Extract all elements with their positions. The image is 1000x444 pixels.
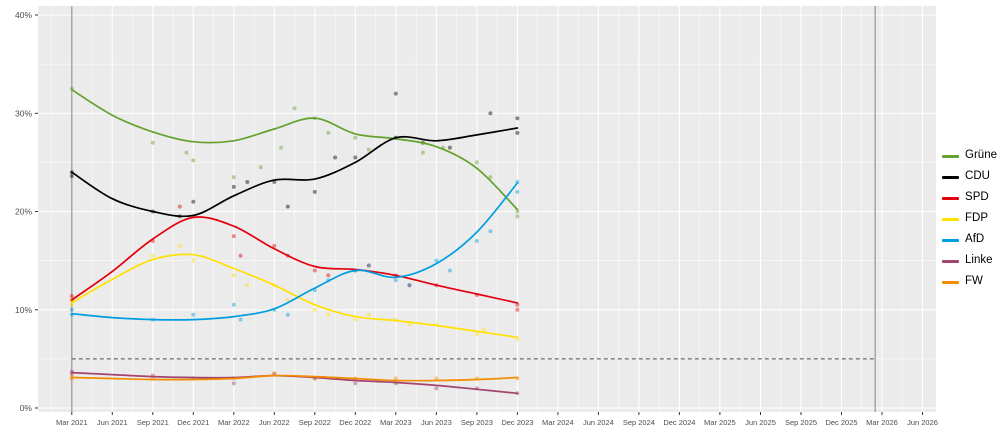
x-tick-label: Mar 2024	[542, 418, 574, 427]
y-tick-label: 30%	[15, 108, 32, 118]
x-tick-label: Dec 2022	[339, 418, 371, 427]
legend-key-cdu-line	[942, 175, 960, 179]
x-tick-label: Mar 2025	[704, 418, 736, 427]
trend-line-afd	[70, 182, 519, 321]
election-date-lines	[71, 6, 876, 412]
legend-key-linke-line	[942, 259, 960, 263]
x-tick-label: Dec 2021	[177, 418, 209, 427]
x-tick-label: Dec 2024	[663, 418, 695, 427]
y-tick-label: 0%	[20, 403, 33, 413]
x-tick-label: Jun 2021	[97, 418, 128, 427]
y-tick-label: 40%	[15, 10, 32, 20]
x-tick-label: Mar 2026	[866, 418, 898, 427]
trend-line-grune	[70, 88, 519, 211]
x-tick-label: Dec 2025	[825, 418, 857, 427]
legend-item-afd: AfD	[942, 233, 997, 247]
legend-item-cdu: CDU	[942, 170, 997, 184]
trend-line-fw	[70, 374, 519, 382]
axis-tick-marks	[35, 14, 923, 415]
legend-key-fdp-line	[942, 217, 960, 221]
legend-key-afd-line	[942, 238, 960, 242]
y-tick-label: 20%	[15, 207, 32, 217]
legend-item-gruene: Grüne	[942, 149, 997, 163]
legend-label-fw: FW	[965, 275, 983, 288]
trend-line-fdp	[70, 253, 519, 339]
x-tick-label: Jun 2024	[583, 418, 614, 427]
x-axis-labels: Mar 2021 Jun 2021 Sep 2021 Dec 2021 Mar 2022…	[56, 418, 938, 427]
legend-label-fdp: FDP	[965, 212, 989, 225]
trend-line-spd	[70, 216, 519, 304]
x-tick-label: Sep 2023	[461, 418, 493, 427]
legend-key-spd-line	[942, 196, 960, 200]
x-tick-label: Mar 2023	[380, 418, 412, 427]
x-tick-label: Dec 2023	[501, 418, 533, 427]
legend-item-fw: FW	[942, 275, 997, 289]
panel-background	[38, 6, 936, 412]
x-tick-label: Mar 2021	[56, 418, 88, 427]
trend-line-cdu	[70, 127, 519, 218]
x-tick-label: Sep 2022	[299, 418, 331, 427]
y-axis-labels: 0% 10% 20% 30% 40%	[15, 10, 32, 413]
legend: Grüne CDU SPD FDP AfD Linke FW	[942, 149, 997, 289]
x-tick-label: Jun 2022	[259, 418, 290, 427]
legend-key-fw-line	[942, 280, 960, 284]
legend-label-linke: Linke	[965, 254, 993, 267]
scatter-points-fdp	[69, 243, 520, 342]
x-tick-label: Jun 2025	[745, 418, 776, 427]
y-tick-label: 10%	[15, 305, 32, 315]
x-tick-label: Jun 2026	[907, 418, 938, 427]
legend-label-cdu: CDU	[965, 170, 990, 183]
legend-item-spd: SPD	[942, 191, 997, 205]
x-tick-label: Mar 2022	[218, 418, 250, 427]
legend-key-gruene-line	[942, 154, 960, 158]
legend-label-gruene: Grüne	[965, 149, 997, 162]
grid-major-lines	[38, 6, 936, 412]
x-tick-label: Sep 2021	[137, 418, 169, 427]
x-tick-label: Sep 2025	[785, 418, 817, 427]
x-tick-label: Sep 2024	[623, 418, 655, 427]
grid-minor-lines	[38, 6, 936, 412]
legend-label-afd: AfD	[965, 233, 985, 246]
legend-item-fdp: FDP	[942, 212, 997, 226]
x-tick-label: Jun 2023	[421, 418, 452, 427]
legend-label-spd: SPD	[965, 191, 989, 204]
legend-item-linke: Linke	[942, 254, 997, 268]
